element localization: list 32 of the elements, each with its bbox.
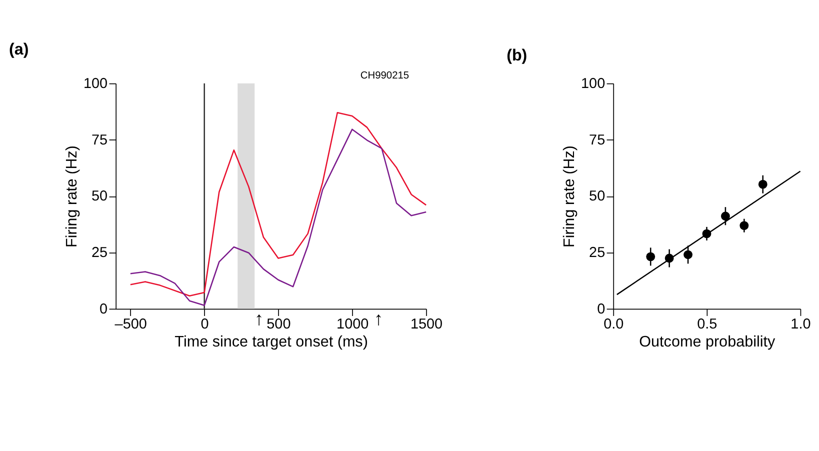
y-tick-label: 50 xyxy=(589,188,606,205)
x-tick-label: –500 xyxy=(114,316,147,333)
y-tick-label: 100 xyxy=(581,76,606,92)
y-tick-label: 50 xyxy=(92,188,108,205)
x-tick-label: 500 xyxy=(266,316,291,333)
y-tick-label: 25 xyxy=(589,245,606,262)
point xyxy=(684,250,692,260)
text: CH990215 xyxy=(360,70,410,82)
x-tick-label: 1000 xyxy=(336,316,369,333)
chart-title: (a) xyxy=(9,40,29,58)
x-tick-label: 1.0 xyxy=(790,316,811,333)
x-tick-label: 1500 xyxy=(410,316,443,333)
y-tick-label: 75 xyxy=(92,132,108,148)
y-axis-title: Firing rate (Hz) xyxy=(561,145,578,248)
point xyxy=(758,180,768,189)
y-axis-title: Firing rate (Hz) xyxy=(64,145,81,248)
y-tick-label: 0 xyxy=(597,301,606,318)
point xyxy=(740,221,749,230)
x-tick-label: 0 xyxy=(200,316,209,333)
y-tick-label: 75 xyxy=(589,132,606,148)
chart-title: (b) xyxy=(506,46,528,64)
y-tick-label: 100 xyxy=(83,76,108,92)
annotation: ↑ xyxy=(374,308,384,329)
y-tick-label: 0 xyxy=(100,301,108,318)
x-tick-label: 0.5 xyxy=(697,316,718,333)
point xyxy=(646,252,656,262)
y-tick-label: 25 xyxy=(92,245,108,262)
point xyxy=(720,212,730,221)
x-axis-title: Time since target onset (ms) xyxy=(174,334,368,351)
x-tick-label: 0.0 xyxy=(604,316,624,333)
x-axis-title: Outcome probability xyxy=(639,334,776,351)
annotation: ↑ xyxy=(254,308,264,329)
